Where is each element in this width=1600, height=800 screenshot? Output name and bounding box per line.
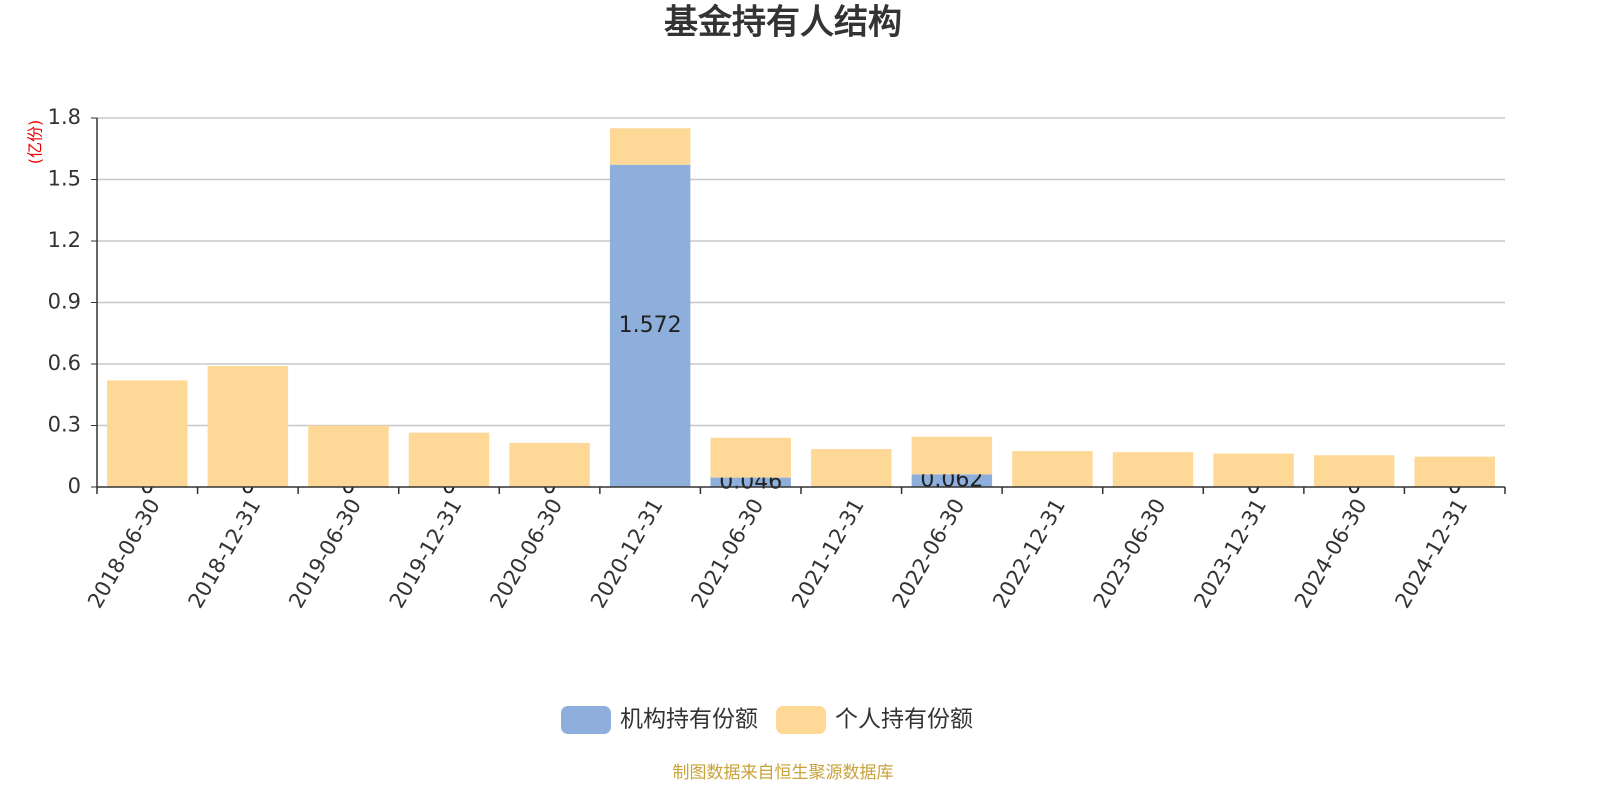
x-tick-label: 2022-06-30: [888, 495, 970, 613]
bar-segment: [811, 449, 892, 487]
x-tick-label: 2020-12-31: [586, 495, 668, 613]
bar-segment: [710, 437, 791, 478]
data-label: 1.572: [619, 313, 682, 338]
legend-swatch: [776, 706, 826, 734]
x-tick-label: 2023-06-30: [1089, 495, 1171, 613]
legend-label: 机构持有份额: [620, 707, 758, 733]
x-tick-label: 2024-06-30: [1290, 495, 1372, 613]
y-tick-label: 1.8: [48, 105, 81, 129]
x-tick-label: 2021-12-31: [787, 495, 869, 613]
y-tick-label: 0.3: [48, 413, 81, 437]
y-tick-label: 1.5: [48, 167, 81, 191]
legend-label: 个人持有份额: [835, 707, 973, 733]
bar-segment: [509, 442, 590, 487]
x-tick-label: 2021-06-30: [686, 495, 768, 613]
bar-segment: [911, 436, 993, 475]
x-tick-label: 2022-12-31: [988, 495, 1070, 613]
y-tick-label: 0: [68, 474, 81, 498]
x-tick-label: 2024-12-31: [1390, 495, 1472, 613]
bar-segment: [1414, 456, 1495, 487]
bar-segment: [1213, 453, 1294, 487]
y-tick-label: 0.9: [48, 290, 81, 314]
y-axis-label: (亿份): [26, 120, 45, 165]
legend-swatch: [561, 706, 611, 734]
bar-segment: [911, 474, 993, 487]
y-tick-label: 1.2: [48, 228, 81, 252]
bar-segment: [609, 128, 691, 165]
x-tick-label: 2019-12-31: [385, 495, 467, 613]
bar-segment: [710, 477, 791, 487]
bar-segment: [1112, 452, 1194, 487]
bar-segment: [308, 425, 389, 487]
bar-segment: [609, 164, 691, 488]
x-tick-label: 2018-06-30: [83, 495, 165, 613]
bar-segment: [107, 380, 188, 487]
bar-segment: [408, 432, 490, 487]
bar-segment: [1012, 451, 1093, 487]
x-tick-label: 2019-06-30: [284, 495, 366, 613]
bar-segment: [1313, 455, 1395, 487]
x-tick-label: 2018-12-31: [184, 495, 266, 613]
x-tick-label: 2023-12-31: [1189, 495, 1271, 613]
x-tick-label: 2020-06-30: [485, 495, 567, 613]
bar-segment: [207, 366, 289, 487]
y-tick-label: 0.6: [48, 351, 81, 375]
source-note: 制图数据来自恒生聚源数据库: [673, 763, 894, 783]
chart-title: 基金持有人结构: [664, 3, 902, 43]
